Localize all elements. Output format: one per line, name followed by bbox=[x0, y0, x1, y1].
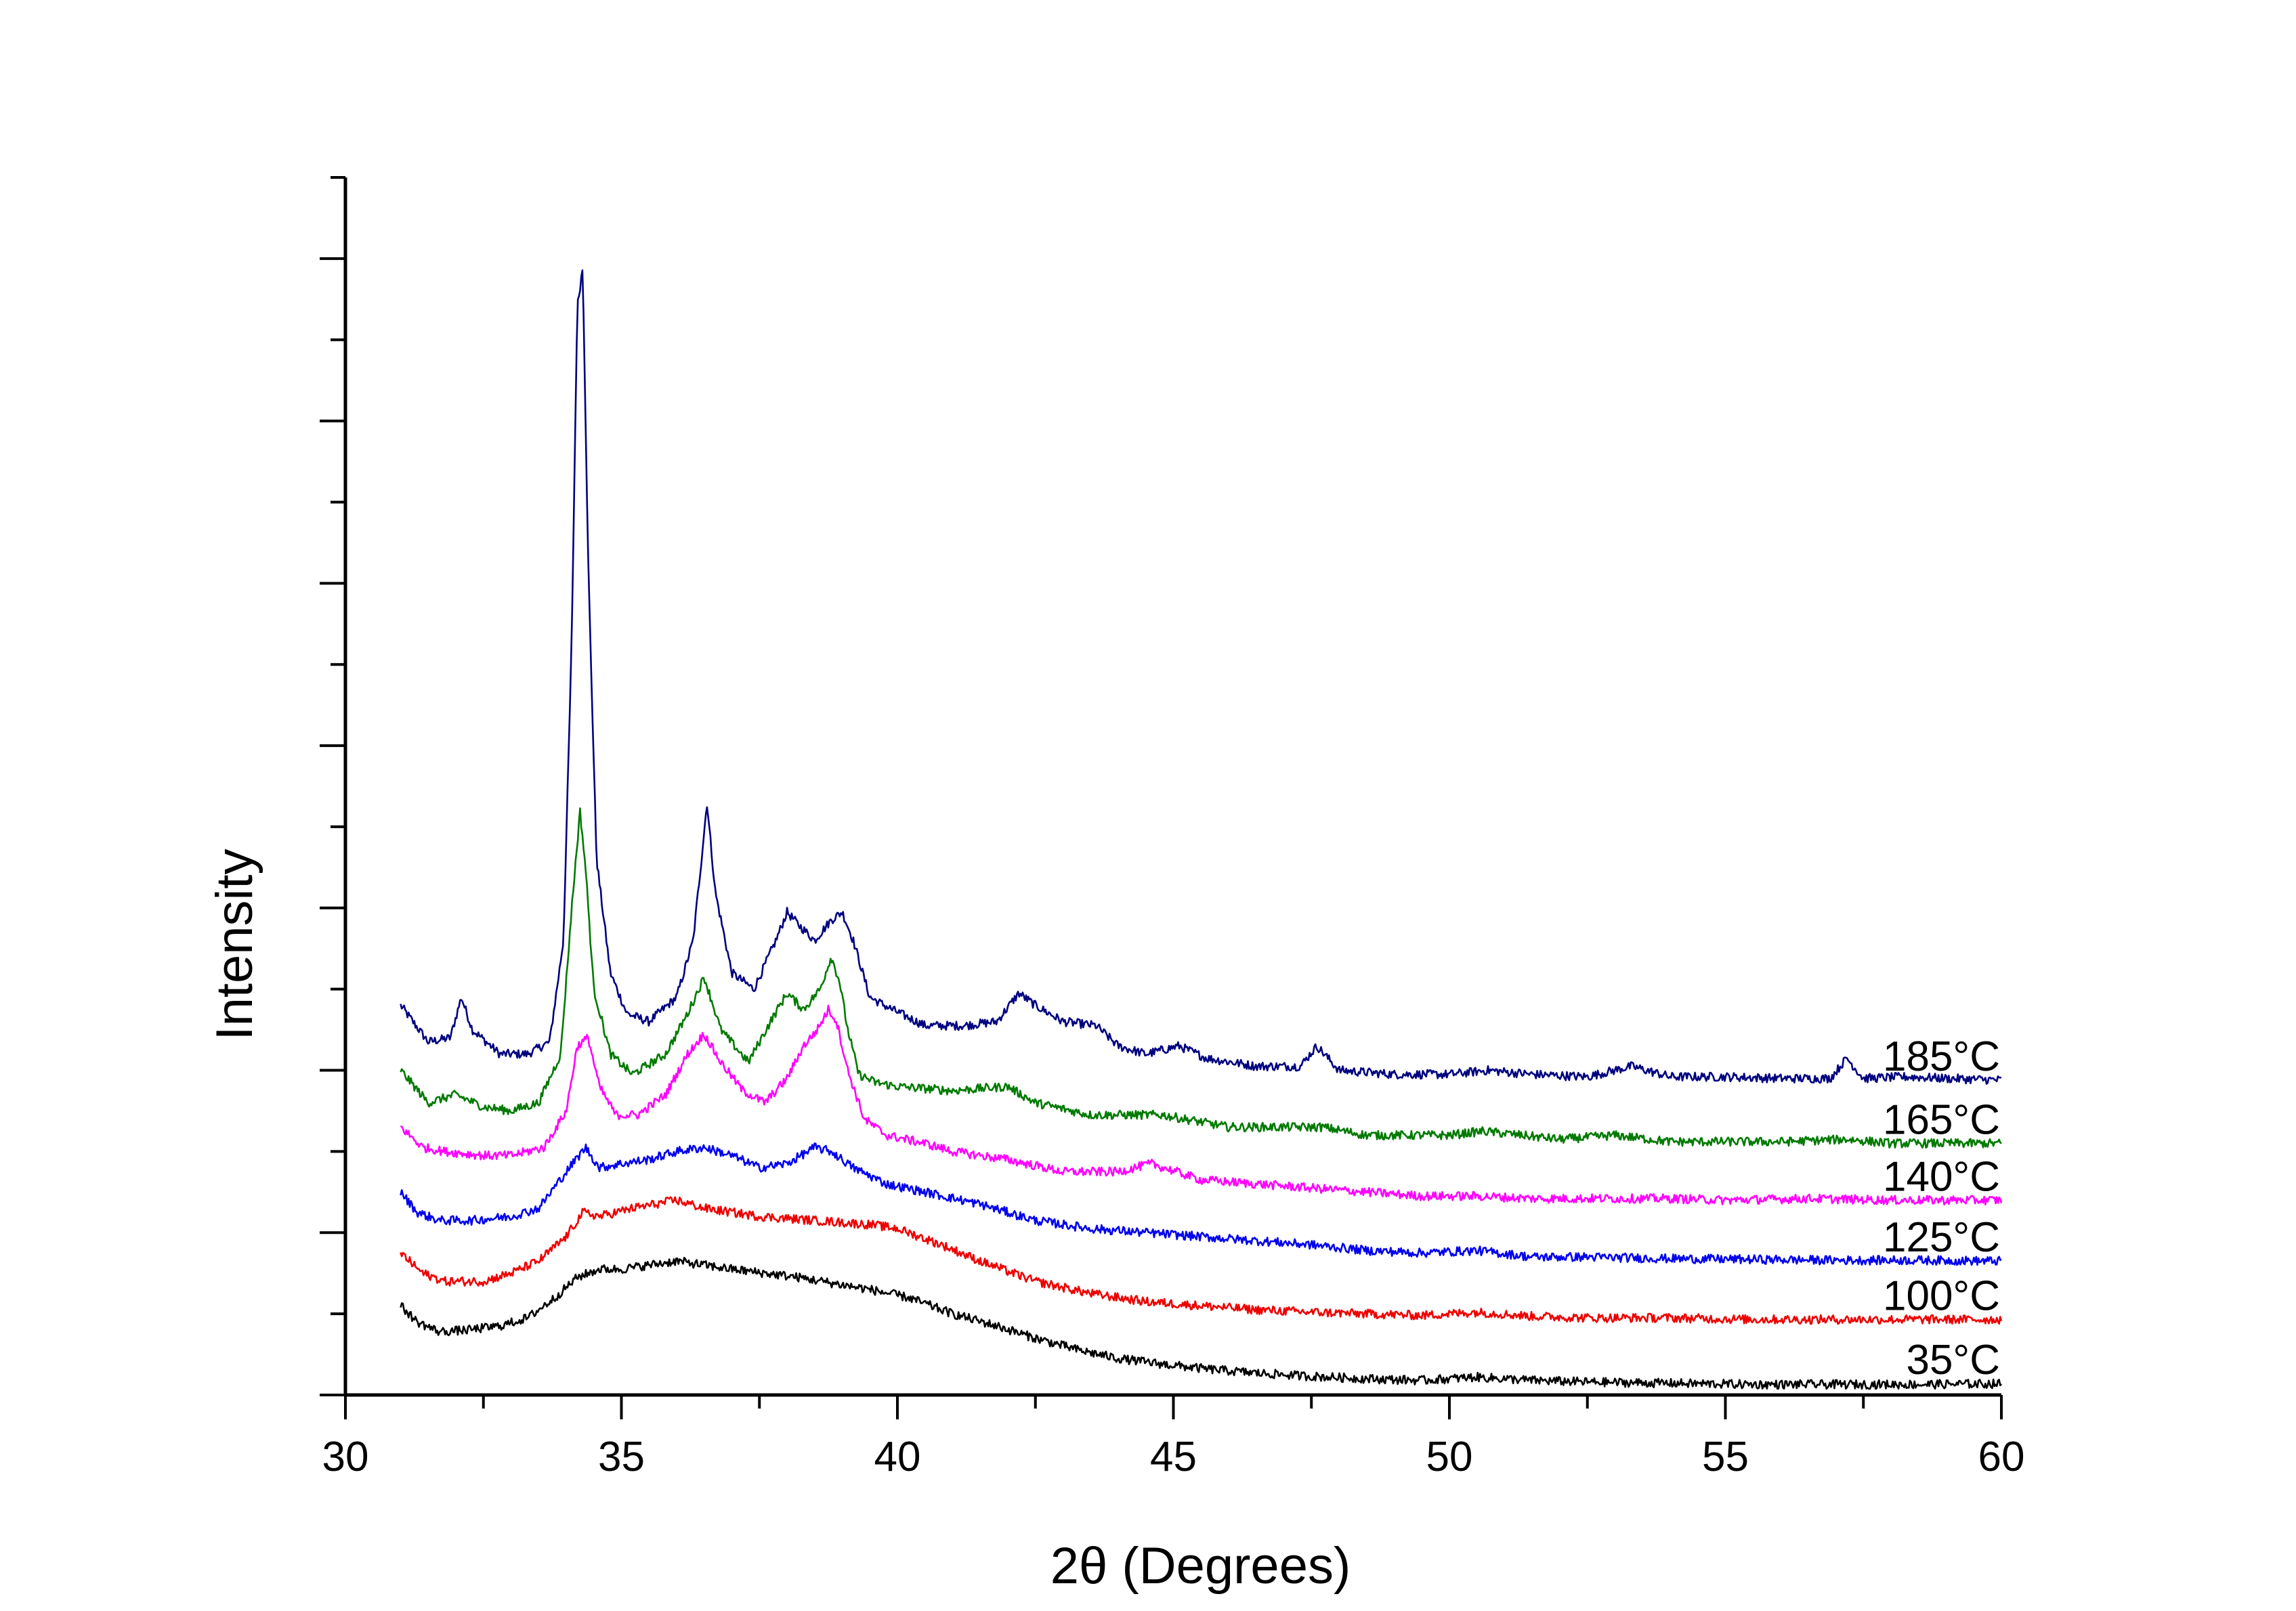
y-axis-ticks bbox=[320, 176, 345, 1396]
x-tick-label: 35 bbox=[598, 1434, 645, 1480]
x-tick-label: 30 bbox=[322, 1434, 369, 1480]
series-label: 100°C bbox=[1883, 1273, 2000, 1320]
x-tick-label: 40 bbox=[874, 1434, 921, 1480]
series-trace bbox=[400, 1196, 2003, 1325]
series-label: 185°C bbox=[1883, 1033, 2000, 1080]
series-label: 35°C bbox=[1906, 1337, 2000, 1383]
x-tick-label: 45 bbox=[1150, 1434, 1197, 1480]
series-label: 165°C bbox=[1883, 1096, 2000, 1143]
series-labels: 185°C 165°C 140°C 125°C 100°C 35°C bbox=[1883, 1033, 2000, 1383]
series-label: 125°C bbox=[1883, 1214, 2000, 1261]
axes: 30 35 40 45 50 55 60 bbox=[320, 176, 2025, 1480]
series-label: 140°C bbox=[1883, 1153, 2000, 1200]
series-trace bbox=[400, 1142, 2002, 1266]
x-tick-label: 60 bbox=[1978, 1434, 2025, 1480]
series-trace bbox=[400, 269, 2001, 1085]
x-axis-title: 2θ (Degrees) bbox=[1050, 1537, 1351, 1595]
series-trace bbox=[400, 807, 2002, 1149]
x-tick-label: 55 bbox=[1702, 1434, 1749, 1480]
series-trace bbox=[400, 1257, 2003, 1390]
x-axis-ticks: 30 35 40 45 50 55 60 bbox=[322, 1395, 2025, 1480]
x-tick-label: 50 bbox=[1426, 1434, 1473, 1480]
y-axis-title: Intensity bbox=[206, 849, 263, 1040]
series-trace bbox=[400, 1004, 2003, 1206]
series-traces bbox=[400, 269, 2003, 1390]
